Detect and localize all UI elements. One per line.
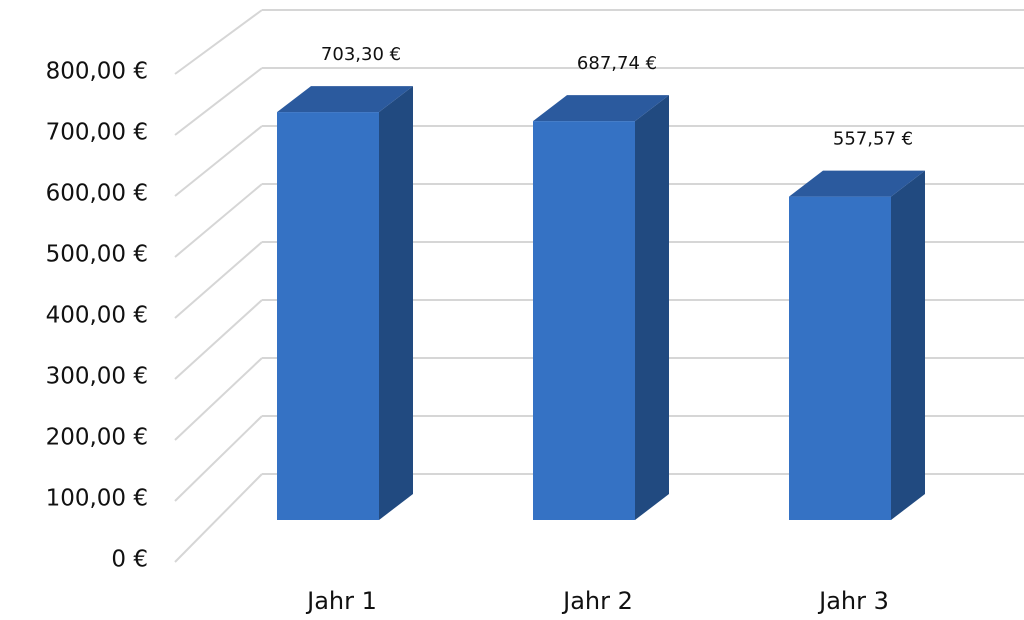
grid-line bbox=[174, 183, 263, 258]
y-tick-label: 400,00 € bbox=[46, 303, 148, 329]
grid-line bbox=[174, 241, 263, 319]
bar bbox=[533, 121, 635, 520]
x-tick-label: Jahr 3 bbox=[817, 587, 889, 615]
y-tick-label: 0 € bbox=[111, 547, 148, 573]
bar-side bbox=[635, 95, 669, 520]
x-tick-label: Jahr 2 bbox=[561, 587, 633, 615]
grid-line bbox=[174, 357, 263, 441]
y-tick-label: 300,00 € bbox=[46, 364, 148, 390]
data-label: 703,30 € bbox=[321, 44, 401, 65]
data-label: 687,74 € bbox=[577, 53, 657, 74]
bar bbox=[789, 196, 891, 520]
grid-line bbox=[174, 473, 263, 563]
bar-top bbox=[277, 86, 413, 113]
y-tick-label: 800,00 € bbox=[46, 59, 148, 85]
grid-line bbox=[174, 9, 263, 75]
y-tick-label: 500,00 € bbox=[46, 242, 148, 268]
grid-line bbox=[174, 125, 263, 197]
x-tick-label: Jahr 1 bbox=[305, 587, 377, 615]
bar-side bbox=[891, 170, 925, 520]
y-tick-label: 100,00 € bbox=[46, 486, 148, 512]
y-tick-label: 200,00 € bbox=[46, 425, 148, 451]
grid-line bbox=[174, 415, 263, 502]
bar bbox=[277, 112, 379, 520]
y-tick-label: 600,00 € bbox=[46, 181, 148, 207]
y-tick-label: 700,00 € bbox=[46, 120, 148, 146]
data-label: 557,57 € bbox=[833, 129, 913, 150]
grid-line bbox=[174, 299, 263, 380]
bar-top bbox=[533, 95, 669, 122]
bar-top bbox=[789, 170, 925, 197]
grid-line bbox=[174, 67, 263, 136]
bar-side bbox=[379, 86, 413, 520]
